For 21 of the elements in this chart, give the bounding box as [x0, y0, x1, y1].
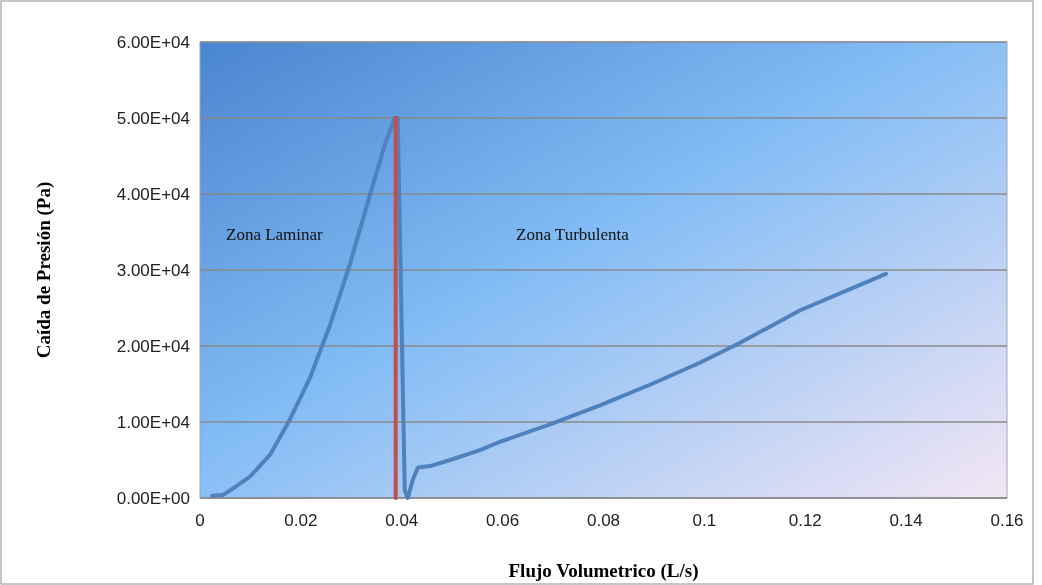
x-tick-label: 0.04 — [385, 511, 419, 530]
y-tick-label: 6.00E+04 — [116, 32, 190, 52]
y-tick-label: 1.00E+04 — [116, 412, 190, 432]
annotation: Zona Turbulenta — [516, 225, 630, 244]
x-axis-title: Flujo Volumetrico (L/s) — [508, 560, 699, 582]
x-tick-label: 0.12 — [788, 511, 822, 530]
x-tick-label: 0.1 — [692, 511, 717, 530]
y-tick-label: 5.00E+04 — [116, 108, 190, 128]
y-tick-label: 3.00E+04 — [116, 260, 190, 280]
y-axis-title: Caída de Presión (Pa) — [33, 181, 55, 359]
x-tick-label: 0.06 — [486, 511, 520, 530]
annotation: Zona Laminar — [226, 225, 324, 244]
y-tick-label: 2.00E+04 — [116, 336, 190, 356]
x-tick-label: 0.08 — [586, 511, 621, 530]
line-series — [210, 116, 888, 500]
x-tick-label: 0.14 — [889, 511, 923, 530]
x-tick-label: 0.16 — [990, 511, 1024, 530]
y-tick-label: 0.00E+00 — [116, 488, 190, 508]
x-tick-label: 0 — [195, 511, 205, 530]
x-tick-label: 0.02 — [284, 511, 318, 530]
y-tick-label: 4.00E+04 — [116, 184, 190, 204]
